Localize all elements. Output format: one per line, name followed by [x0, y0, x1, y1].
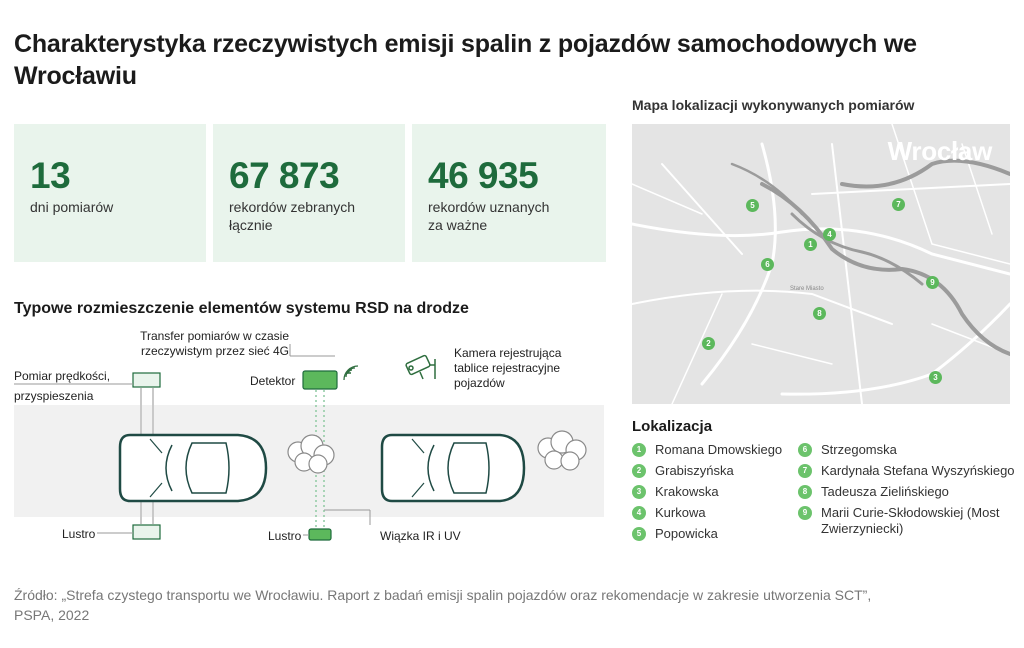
- page-title: Charakterystyka rzeczywistych emisji spa…: [14, 30, 917, 90]
- camera-icon: [405, 354, 436, 380]
- rsd-section-title: Typowe rozmieszczenie elementów systemu …: [14, 300, 469, 317]
- stat-card-records-valid: 46 935 rekordów uznanych za ważne: [412, 124, 606, 262]
- map-pin-5[interactable]: 5: [746, 199, 759, 212]
- location-badge: 2: [632, 464, 646, 478]
- location-name: Kurkowa: [655, 505, 706, 520]
- map-pin-8[interactable]: 8: [813, 307, 826, 320]
- location-name: Popowicka: [655, 526, 718, 541]
- location-item: 1 Romana Dmowskiego: [632, 442, 792, 458]
- location-item: 8 Tadeusza Zielińskiego: [798, 484, 1018, 500]
- map-pin-9[interactable]: 9: [926, 276, 939, 289]
- stat-label: dni pomiarów: [30, 199, 114, 215]
- map-pin-7[interactable]: 7: [892, 198, 905, 211]
- speed-label: Pomiar prędkości, przyspieszenia: [14, 369, 111, 403]
- speed-sensor: [132, 372, 161, 388]
- locations-title: Lokalizacja: [632, 418, 713, 435]
- mirror-left-label: Lustro: [62, 527, 96, 541]
- beam-label: Wiązka IR i UV: [380, 529, 461, 543]
- location-item: 5 Popowicka: [632, 526, 792, 542]
- location-item: 3 Krakowska: [632, 484, 792, 500]
- road-area: [14, 405, 604, 517]
- stat-label: rekordów zebranych łącznie: [229, 199, 356, 233]
- location-badge: 5: [632, 527, 646, 541]
- detector-box: [302, 370, 338, 390]
- map-pin-6[interactable]: 6: [761, 258, 774, 271]
- location-name: Romana Dmowskiego: [655, 442, 783, 457]
- map-pin-2[interactable]: 2: [702, 337, 715, 350]
- location-badge: 8: [798, 485, 812, 499]
- map-pin-4[interactable]: 4: [823, 228, 836, 241]
- stat-number: 13: [30, 155, 71, 196]
- location-item: 4 Kurkowa: [632, 505, 792, 521]
- location-name: Krakowska: [655, 484, 719, 499]
- location-name: Marii Curie-Skłodowskiej (Most Zwierzyni…: [821, 505, 1000, 536]
- map-city-label: Wrocław: [887, 136, 993, 166]
- location-item: 7 Kardynała Stefana Wyszyńskiego: [798, 463, 1018, 479]
- location-item: 9 Marii Curie-Skłodowskiej (Most Zwierzy…: [798, 505, 1008, 537]
- stat-card-records-total: 67 873 rekordów zebranych łącznie: [213, 124, 405, 262]
- detector-label: Detektor: [250, 374, 296, 388]
- location-badge: 7: [798, 464, 812, 478]
- transfer-label: Transfer pomiarów w czasie rzeczywistym …: [140, 329, 289, 358]
- wifi-icon: [343, 365, 359, 381]
- location-badge: 6: [798, 443, 812, 457]
- map-pin-1[interactable]: 1: [804, 238, 817, 251]
- map-pin-3[interactable]: 3: [929, 371, 942, 384]
- source-note: Źródło: „Strefa czystego transportu we W…: [14, 587, 872, 623]
- camera-label: Kamera rejestrująca tablice rejestracyjn…: [454, 346, 562, 390]
- location-name: Grabiszyńska: [655, 463, 734, 478]
- location-name: Strzegomska: [821, 442, 897, 457]
- location-badge: 4: [632, 506, 646, 520]
- stat-label: rekordów uznanych za ważne: [428, 199, 550, 233]
- location-badge: 1: [632, 443, 646, 457]
- location-name: Tadeusza Zielińskiego: [821, 484, 949, 499]
- city-map: Wrocław Stare Miasto 1 2 3 4 5 6 7 8 9: [632, 124, 1010, 404]
- location-item: 6 Strzegomska: [798, 442, 1018, 458]
- location-name: Kardynała Stefana Wyszyńskiego: [821, 463, 1015, 478]
- stat-number: 67 873: [229, 155, 340, 196]
- mirror-right: [308, 528, 332, 541]
- location-badge: 3: [632, 485, 646, 499]
- mirror-right-label: Lustro: [268, 529, 302, 543]
- stat-number: 46 935: [428, 155, 539, 196]
- location-badge: 9: [798, 506, 812, 520]
- location-item: 2 Grabiszyńska: [632, 463, 792, 479]
- map-center-label: Stare Miasto: [790, 286, 824, 292]
- mirror-left: [132, 524, 161, 540]
- stat-card-days: 13 dni pomiarów: [14, 124, 206, 262]
- map-title: Mapa lokalizacji wykonywanych pomiarów: [632, 97, 915, 113]
- map-streets: [632, 124, 1010, 404]
